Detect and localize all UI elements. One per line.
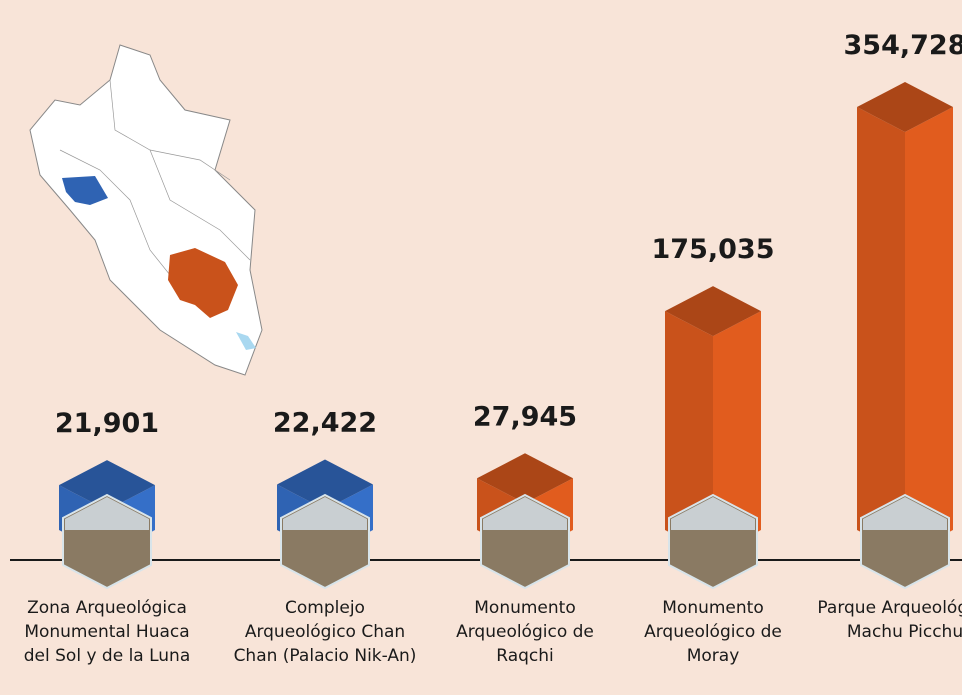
site-photo-sky bbox=[65, 497, 149, 530]
bar-left-face bbox=[665, 311, 713, 555]
bar bbox=[857, 82, 953, 590]
value-label: 21,901 bbox=[55, 408, 159, 439]
bar bbox=[665, 286, 761, 590]
site-photo-sky bbox=[863, 497, 947, 530]
bar-right-face bbox=[905, 107, 953, 555]
category-label: Complejo Arqueológico Chan Chan (Palacio… bbox=[233, 598, 417, 666]
bar-right-face bbox=[713, 311, 761, 555]
bar-top bbox=[665, 286, 761, 337]
bar-top bbox=[857, 82, 953, 132]
site-photo-sky bbox=[671, 497, 755, 530]
category-label: Monumento Arqueológico de Raqchi bbox=[456, 598, 594, 666]
bar bbox=[277, 459, 373, 590]
bar-top bbox=[277, 459, 373, 510]
value-label: 27,945 bbox=[473, 401, 577, 432]
bar bbox=[59, 460, 155, 590]
site-photo-sky bbox=[283, 497, 367, 530]
category-label: Zona Arqueológica Monumental Huaca del S… bbox=[23, 598, 191, 666]
site-photo-sky bbox=[483, 497, 567, 530]
bar bbox=[477, 453, 573, 590]
bar-top bbox=[477, 453, 573, 504]
peru-map bbox=[29, 44, 263, 376]
bar-top bbox=[59, 460, 155, 511]
category-label: Monumento Arqueológico de Moray bbox=[644, 598, 782, 666]
category-label: Parque Arqueológico Machu Picchu bbox=[817, 598, 962, 642]
value-label: 175,035 bbox=[652, 234, 775, 265]
value-label: 22,422 bbox=[273, 408, 377, 439]
value-label: 354,728 bbox=[844, 30, 962, 61]
bar-left-face bbox=[857, 107, 905, 555]
